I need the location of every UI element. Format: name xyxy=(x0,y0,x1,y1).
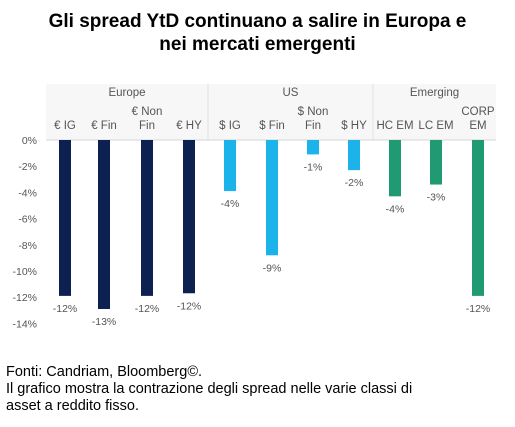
category-label: LC EM xyxy=(418,120,453,132)
data-label: -9% xyxy=(263,262,282,274)
data-label: -2% xyxy=(345,177,364,189)
data-label: -13% xyxy=(92,316,117,328)
data-label: -12% xyxy=(135,303,160,315)
bar-emerging xyxy=(389,140,401,197)
category-label: $ Fin xyxy=(259,120,285,132)
chart-title-line-1: Gli spread YtD continuano a salire in Eu… xyxy=(48,11,467,32)
category-label: Fin xyxy=(139,120,155,132)
bar-europe xyxy=(59,140,71,296)
category-label: € Non xyxy=(132,106,163,118)
category-label: $ HY xyxy=(341,120,367,132)
y-tick-label: -8% xyxy=(18,240,37,252)
bar-emerging xyxy=(472,140,484,296)
data-label: -4% xyxy=(386,203,405,215)
data-label: -4% xyxy=(221,198,240,210)
category-label: Fin xyxy=(305,120,321,132)
category-label: EM xyxy=(469,120,486,132)
y-tick-label: 0% xyxy=(22,135,37,147)
y-tick-label: -2% xyxy=(18,161,37,173)
chart-title: Gli spread YtD continuano a salire in Eu… xyxy=(0,10,515,56)
category-label: € IG xyxy=(54,120,76,132)
bar-europe xyxy=(183,140,195,294)
source-note: Fonti: Candriam, Bloomberg©. xyxy=(6,364,203,380)
footnote-line-2: asset a reddito fisso. xyxy=(6,398,139,414)
bar-us xyxy=(348,140,360,171)
spread-bar-chart: 0% -2% -4% -6% -8% -10% -12% -14% Europe € IG -12%… xyxy=(12,84,496,330)
footnote-line-1: Il grafico mostra la contrazione degli s… xyxy=(6,381,413,397)
y-tick-label: -14% xyxy=(12,318,37,330)
data-label: -12% xyxy=(177,300,202,312)
bar-us xyxy=(307,140,319,155)
data-label: -1% xyxy=(304,161,323,173)
chart-title-line-2: nei mercati emergenti xyxy=(159,34,356,55)
y-tick-label: -10% xyxy=(12,266,37,278)
data-label: -12% xyxy=(53,303,78,315)
category-label: $ Non xyxy=(298,106,329,118)
footer: Fonti: Candriam, Bloomberg©. Il grafico … xyxy=(6,364,506,415)
bar-us xyxy=(224,140,236,192)
data-label: -12% xyxy=(466,303,491,315)
category-label: € Fin xyxy=(91,120,117,132)
group-label-emerging: Emerging xyxy=(410,87,459,99)
bar-europe xyxy=(141,140,153,296)
y-tick-label: -4% xyxy=(18,187,37,199)
y-tick-label: -6% xyxy=(18,214,37,226)
category-label: € HY xyxy=(176,120,202,132)
y-tick-label: -12% xyxy=(12,292,37,304)
data-label: -3% xyxy=(427,192,446,204)
group-label-europe: Europe xyxy=(108,87,145,99)
category-header-band xyxy=(46,84,496,140)
bar-emerging xyxy=(430,140,442,185)
bar-europe xyxy=(98,140,110,309)
category-label: CORP xyxy=(461,106,495,118)
category-label: $ IG xyxy=(219,120,241,132)
category-label: HC EM xyxy=(376,120,413,132)
bar-us xyxy=(266,140,278,256)
group-label-us: US xyxy=(283,87,299,99)
